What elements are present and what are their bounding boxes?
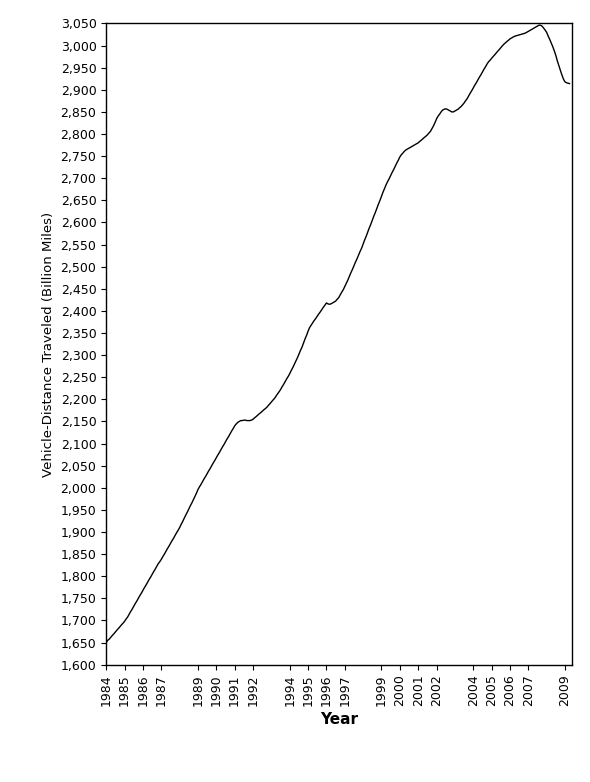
Y-axis label: Vehicle-Distance Traveled (Billion Miles): Vehicle-Distance Traveled (Billion Miles… (42, 211, 55, 477)
X-axis label: Year: Year (320, 712, 358, 726)
